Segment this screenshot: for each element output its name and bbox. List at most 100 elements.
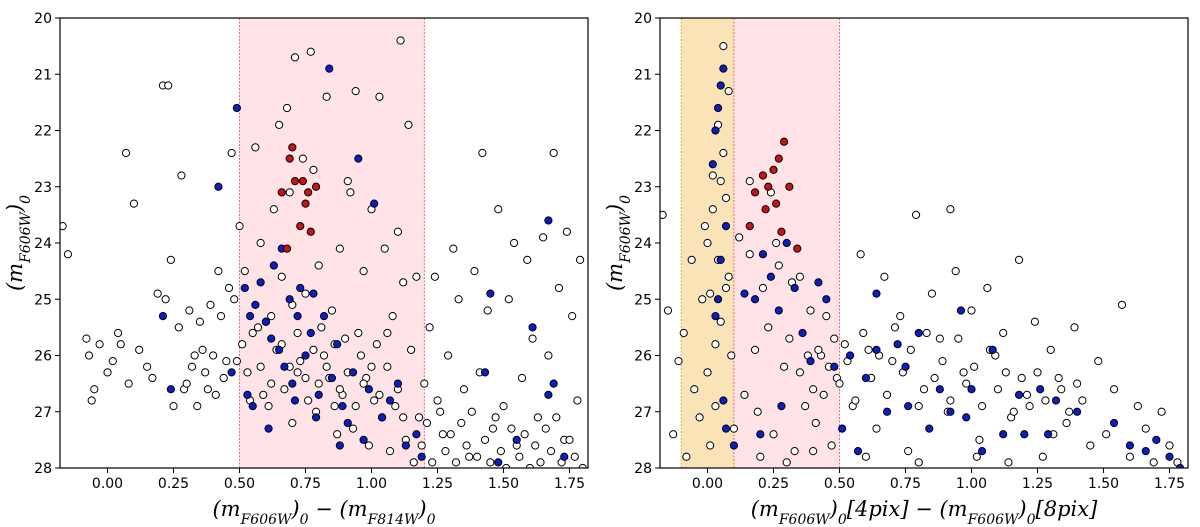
open-data-point	[975, 435, 984, 444]
open-data-point	[729, 424, 739, 433]
open-data-point	[1038, 452, 1047, 461]
open-data-point	[380, 244, 389, 253]
open-data-point	[282, 103, 292, 113]
open-data-point	[814, 345, 823, 354]
blue-data-point	[256, 278, 265, 287]
open-data-point	[296, 357, 305, 366]
open-data-point	[60, 222, 67, 231]
open-data-point	[280, 385, 289, 394]
open-data-point	[562, 227, 571, 236]
open-data-point	[919, 385, 929, 394]
blue-data-point	[290, 396, 300, 405]
blue-data-point	[1073, 407, 1082, 416]
open-data-point	[708, 205, 717, 214]
blue-data-point	[314, 390, 323, 399]
open-data-point	[412, 272, 421, 281]
y-tick-label: 27	[634, 405, 652, 421]
open-data-point	[409, 458, 418, 467]
open-data-point	[359, 379, 368, 388]
open-data-point	[575, 255, 585, 264]
blue-data-point	[999, 430, 1008, 439]
open-data-point	[143, 362, 152, 371]
open-data-point	[467, 407, 476, 416]
open-data-point	[711, 340, 720, 349]
open-data-point	[375, 390, 384, 399]
open-data-point	[256, 362, 265, 371]
open-data-point	[343, 177, 352, 186]
open-data-point	[721, 193, 731, 203]
open-data-point	[983, 283, 992, 293]
open-data-point	[772, 238, 781, 248]
open-data-point	[253, 323, 263, 332]
x-tick-label: 1.75	[1154, 476, 1185, 492]
blue-data-point	[1043, 430, 1053, 439]
blue-data-point	[377, 413, 387, 422]
open-data-point	[275, 120, 284, 129]
open-data-point	[224, 283, 234, 293]
open-data-point	[922, 328, 931, 338]
open-data-point	[663, 306, 673, 315]
open-data-point	[758, 283, 768, 293]
open-data-point	[674, 357, 683, 366]
open-data-point	[811, 418, 820, 428]
open-data-point	[1157, 407, 1166, 416]
open-data-point	[161, 295, 170, 304]
blue-data-point	[806, 357, 815, 366]
open-data-point	[372, 340, 381, 349]
open-data-point	[404, 120, 413, 129]
open-data-point	[348, 424, 358, 433]
blue-data-point	[311, 413, 321, 422]
blue-data-point	[904, 402, 913, 411]
open-data-point	[716, 177, 725, 186]
x-tick-label: 0.75	[890, 476, 921, 492]
open-data-point	[861, 452, 871, 461]
open-data-point	[335, 385, 344, 394]
open-data-point	[103, 368, 112, 377]
open-data-point	[927, 289, 937, 298]
open-data-point	[211, 390, 220, 399]
open-data-point	[198, 345, 207, 354]
blue-data-point	[882, 407, 892, 416]
blue-data-point	[1036, 385, 1045, 394]
open-data-point	[573, 396, 582, 405]
open-data-point	[153, 289, 162, 298]
blue-data-point	[251, 300, 260, 309]
open-data-point	[388, 312, 397, 321]
blue-data-point	[227, 368, 236, 377]
x-tick-label: 0.25	[158, 476, 189, 492]
open-data-point	[795, 272, 805, 281]
open-data-point	[327, 306, 337, 315]
open-data-point	[724, 272, 733, 281]
open-data-point	[809, 447, 818, 456]
open-data-point	[309, 345, 318, 354]
open-data-point	[539, 233, 548, 242]
open-data-point	[494, 205, 503, 214]
open-data-point	[880, 272, 889, 281]
open-data-point	[708, 171, 717, 180]
blue-data-point	[708, 160, 717, 169]
open-data-point	[288, 418, 297, 428]
open-data-point	[449, 244, 458, 253]
y-tick-label: 21	[634, 67, 652, 83]
data-points	[60, 36, 587, 468]
x-axis-label: (mF606W)0 − (mF814W)0	[212, 497, 435, 527]
blue-data-point	[845, 351, 855, 360]
blue-data-point	[333, 340, 342, 349]
x-tick-label: 1.00	[956, 476, 987, 492]
open-data-point	[554, 283, 564, 293]
red-data-point	[761, 205, 770, 214]
blue-data-point	[280, 362, 289, 371]
open-data-point	[164, 81, 173, 90]
open-data-point	[267, 379, 276, 388]
blue-data-point	[264, 424, 273, 433]
blue-data-point	[729, 441, 739, 450]
open-data-point	[682, 452, 691, 461]
open-data-point	[240, 267, 249, 276]
blue-data-point	[977, 447, 987, 456]
open-data-point	[301, 289, 310, 298]
open-data-point	[1117, 300, 1127, 309]
open-data-point	[570, 452, 579, 461]
open-data-point	[840, 340, 849, 349]
open-data-point	[568, 312, 577, 321]
